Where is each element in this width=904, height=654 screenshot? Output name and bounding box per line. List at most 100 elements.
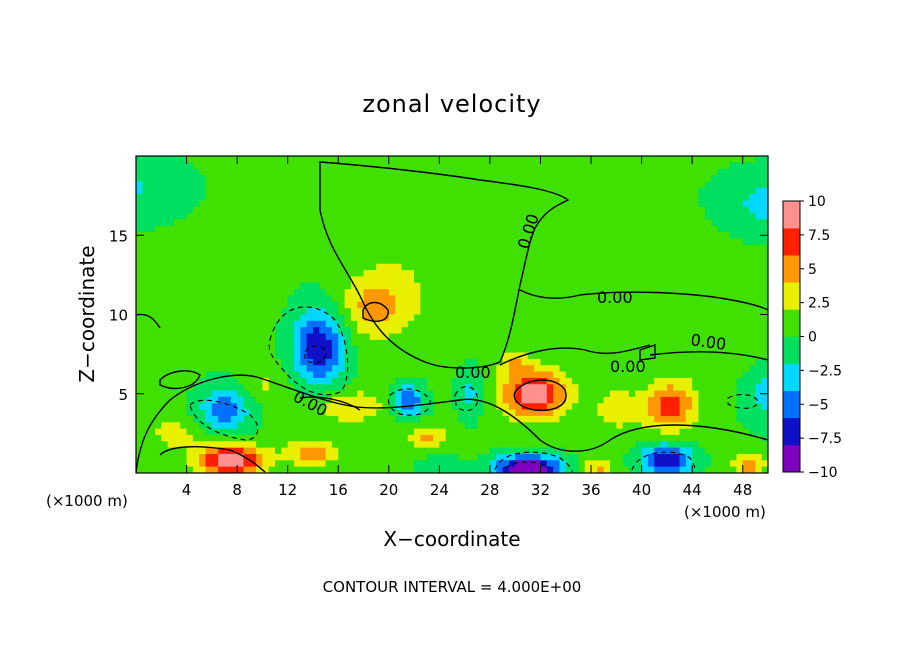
heatmap-cell [534,333,542,341]
heatmap-cell [496,396,504,404]
heatmap-cell [173,422,181,430]
heatmap-cell [325,308,333,316]
heatmap-cell [268,371,276,379]
heatmap-cell [647,346,655,354]
heatmap-cell [527,301,535,309]
heatmap-cell [527,352,535,360]
heatmap-cell [426,295,434,303]
heatmap-cell [275,390,282,398]
heatmap-cell [730,352,737,360]
heatmap-cell [723,200,731,208]
heatmap-cell [224,453,232,461]
heatmap-cell [161,453,169,461]
heatmap-cell [679,466,687,473]
heatmap-cell [508,257,516,265]
heatmap-cell [350,460,358,468]
heatmap-cell [420,377,428,385]
heatmap-cell [275,162,282,170]
heatmap-cell [445,213,453,220]
heatmap-cell [717,168,725,176]
heatmap-cell [369,213,377,220]
heatmap-cell [186,181,194,189]
heatmap-cell [679,371,687,379]
heatmap-cell [262,365,270,373]
heatmap-cell [173,168,181,176]
heatmap-cell [338,225,346,233]
heatmap-cell [344,314,352,322]
heatmap-cell [546,244,554,252]
heatmap-cell [199,320,207,328]
heatmap-cell [660,320,668,328]
heatmap-cell [755,358,763,366]
heatmap-cell [622,396,630,404]
heatmap-cell [540,168,548,176]
heatmap-cell [192,156,200,163]
heatmap-cell [192,244,200,252]
heatmap-cell [736,415,744,423]
heatmap-cell [186,434,194,442]
heatmap-cell [742,289,750,297]
heatmap-cell [218,333,226,341]
heatmap-cell [180,327,188,335]
heatmap-cell [218,453,226,461]
heatmap-cell [508,358,516,366]
heatmap-cell [603,270,611,278]
heatmap-cell [515,371,523,379]
heatmap-cell [603,447,611,455]
heatmap-cell [673,232,681,240]
heatmap-cell [755,339,763,347]
heatmap-cell [521,409,529,417]
heatmap-cell [395,162,403,170]
heatmap-cell [489,276,497,284]
heatmap-cell [704,453,712,461]
heatmap-cell [211,238,219,246]
heatmap-cell [755,238,763,246]
heatmap-cell [755,409,763,417]
heatmap-cell [237,289,245,297]
heatmap-cell [268,301,276,309]
heatmap-cell [521,415,529,423]
heatmap-cell [350,453,358,461]
heatmap-cell [483,365,491,373]
heatmap-cell [717,384,725,392]
heatmap-cell [312,377,320,385]
heatmap-cell [414,460,421,468]
heatmap-cell [496,168,504,176]
heatmap-cell [622,282,630,290]
heatmap-cell [527,441,535,449]
heatmap-cell [136,320,143,328]
heatmap-cell [470,232,478,240]
heatmap-cell [426,289,434,297]
heatmap-cell [660,403,668,411]
heatmap-cell [654,219,662,227]
heatmap-cell [654,187,662,195]
heatmap-cell [281,187,289,195]
heatmap-cell [540,156,548,163]
heatmap-cell [426,282,434,290]
heatmap-cell [382,295,390,303]
heatmap-cell [692,396,700,404]
heatmap-cell [540,447,548,455]
heatmap-cell [559,441,567,449]
heatmap-cell [515,156,523,163]
heatmap-cell [496,441,504,449]
heatmap-cell [281,282,289,290]
heatmap-cell [540,181,548,189]
heatmap-cell [249,194,257,201]
heatmap-cell [414,390,421,398]
heatmap-cell [572,453,579,461]
heatmap-cell [224,168,232,176]
heatmap-cell [666,308,674,316]
heatmap-cell [161,257,169,265]
heatmap-cell [704,346,712,354]
heatmap-cell [628,251,636,259]
heatmap-cell [641,453,649,461]
heatmap-cell [527,225,535,233]
heatmap-cell [199,314,207,322]
heatmap-cell [508,194,516,201]
heatmap-cell [489,384,497,392]
heatmap-cell [616,162,624,170]
heatmap-cell [420,447,428,455]
heatmap-cell [407,213,415,220]
heatmap-cell [711,352,719,360]
